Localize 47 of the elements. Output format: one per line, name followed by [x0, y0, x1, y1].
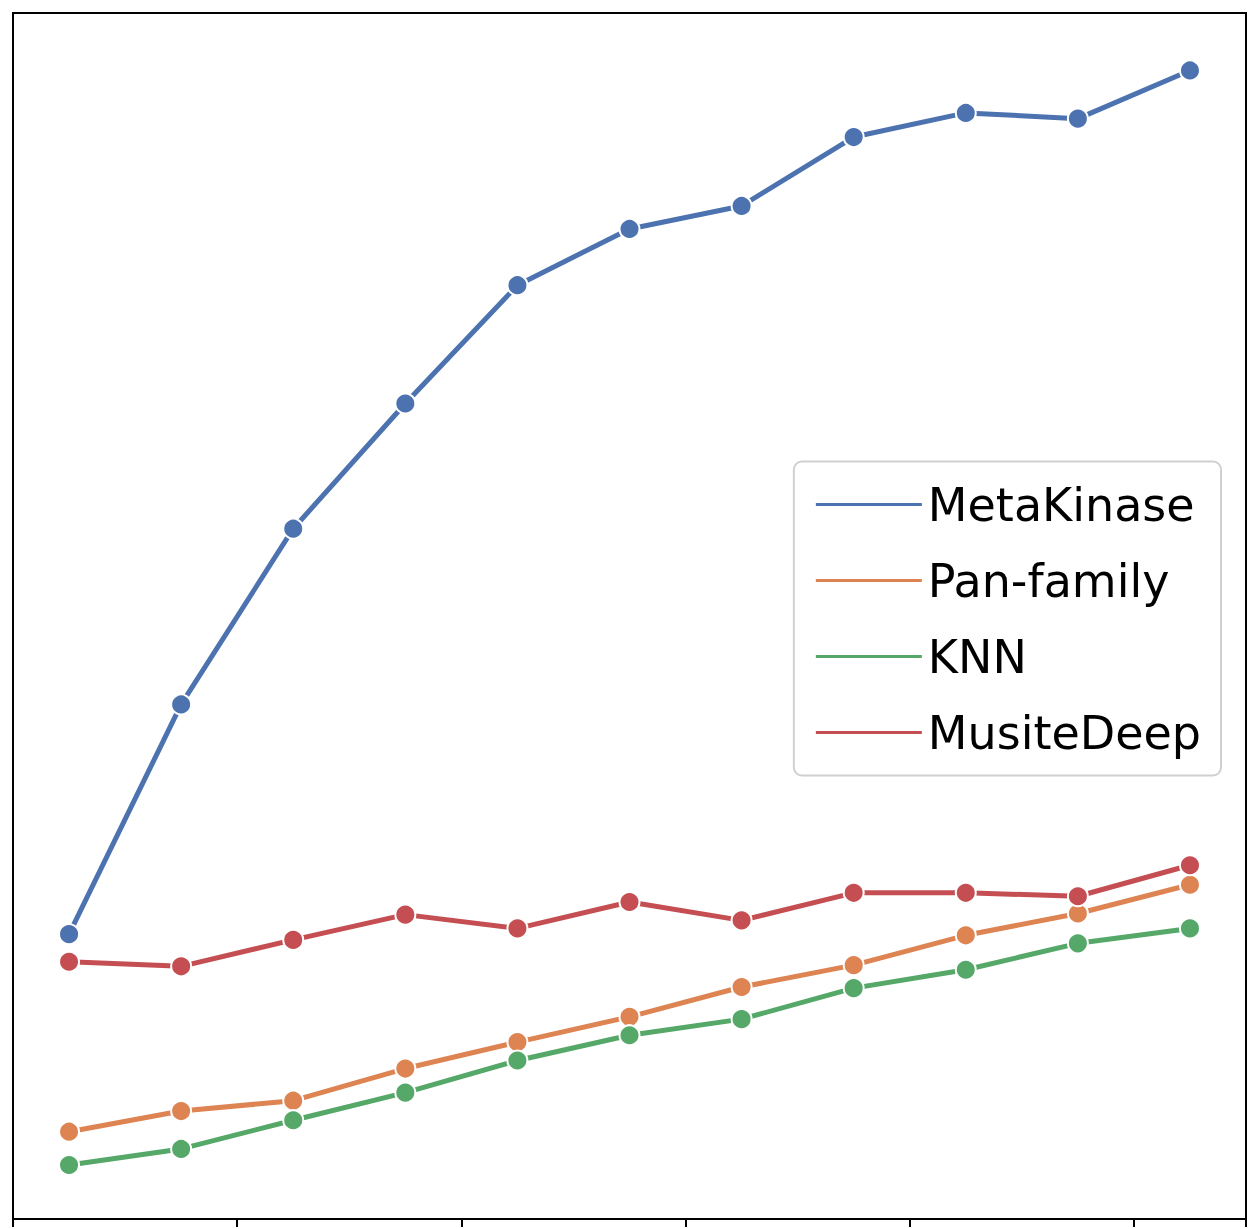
point: [1066, 932, 1089, 955]
legend-label: MusiteDeep: [927, 705, 1202, 760]
point: [842, 954, 865, 977]
point: [170, 1137, 193, 1160]
point: [730, 1008, 753, 1031]
legend-label: Pan-family: [927, 553, 1170, 608]
point: [282, 1089, 305, 1112]
point: [506, 1049, 529, 1072]
point: [58, 1120, 81, 1143]
point: [282, 517, 305, 540]
point: [58, 950, 81, 973]
point: [394, 1081, 417, 1104]
point: [58, 923, 81, 946]
point: [954, 881, 977, 904]
point: [506, 1031, 529, 1054]
point: [730, 975, 753, 998]
point: [1178, 873, 1201, 896]
point: [282, 1109, 305, 1132]
point: [1066, 107, 1089, 130]
legend-label: MetaKinase: [927, 477, 1195, 532]
point: [1178, 854, 1201, 877]
point: [394, 392, 417, 415]
point: [618, 1024, 641, 1047]
point: [618, 217, 641, 240]
legend-label: KNN: [927, 629, 1027, 684]
point: [618, 1005, 641, 1028]
point: [842, 977, 865, 1000]
point: [170, 1100, 193, 1123]
point: [170, 693, 193, 716]
point: [954, 958, 977, 981]
point: [506, 274, 529, 297]
point: [1178, 59, 1201, 82]
point: [394, 1057, 417, 1080]
point: [170, 955, 193, 978]
point: [842, 881, 865, 904]
point: [618, 891, 641, 913]
point: [730, 194, 753, 217]
point: [282, 928, 305, 951]
point: [58, 1154, 81, 1177]
point: [1066, 885, 1089, 908]
point: [842, 126, 865, 149]
point: [1178, 917, 1201, 940]
point: [506, 917, 529, 940]
point: [394, 903, 417, 926]
point: [954, 101, 977, 124]
point: [730, 909, 753, 932]
point: [954, 924, 977, 947]
